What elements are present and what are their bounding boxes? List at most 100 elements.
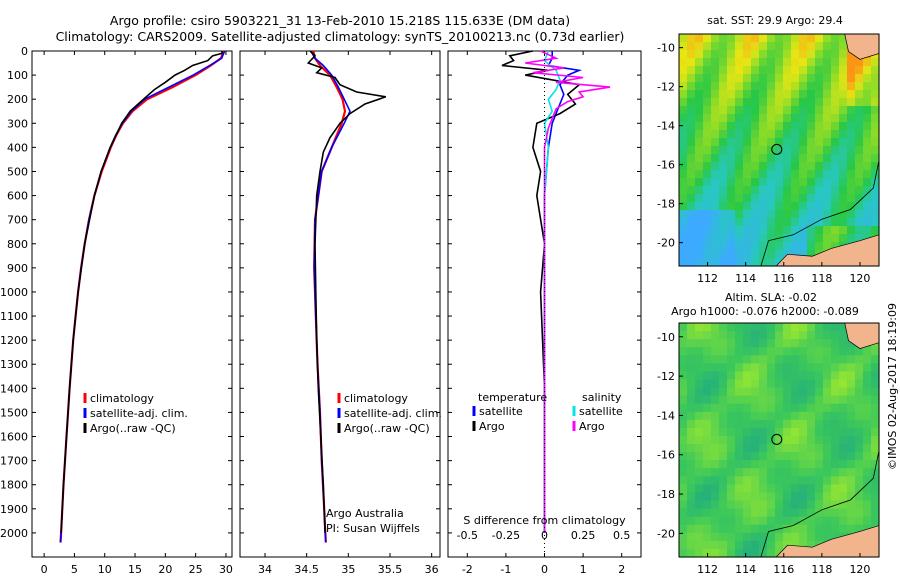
map-cell <box>727 347 736 356</box>
map-cell <box>799 106 808 115</box>
map-cell <box>791 403 800 413</box>
map-cell <box>735 210 744 219</box>
map-cell <box>791 476 800 485</box>
map-cell <box>855 146 864 155</box>
map-cell <box>791 532 800 542</box>
map-cell <box>711 403 720 413</box>
map-cell <box>815 452 824 461</box>
map-cell <box>679 130 688 139</box>
map-cell <box>727 106 736 115</box>
map-cell <box>831 419 840 429</box>
map-cell <box>775 436 784 445</box>
map-cell <box>791 427 800 437</box>
map-cell <box>831 218 840 227</box>
map-cell <box>871 347 880 356</box>
map-cell <box>695 106 704 115</box>
map-cell <box>799 74 808 83</box>
map-cell <box>871 98 880 107</box>
map-cell <box>679 387 688 397</box>
legend-title-temperature: temperature <box>478 391 547 404</box>
map-cell <box>775 250 784 259</box>
map-cell <box>759 524 768 534</box>
map-cell <box>799 371 808 381</box>
map-cell <box>807 178 816 187</box>
map-cell <box>759 379 768 389</box>
map-cell <box>735 452 744 461</box>
map-cell <box>855 524 864 534</box>
map-cell <box>871 476 880 485</box>
map-cell <box>839 210 848 219</box>
map-cell <box>735 226 744 235</box>
map-cell <box>719 339 728 348</box>
map-cell <box>807 226 816 235</box>
map-cell <box>695 242 704 251</box>
map-cell <box>839 226 848 235</box>
map-cell <box>767 194 776 203</box>
map-cell <box>695 548 704 558</box>
map-cell <box>687 371 696 381</box>
map-cell <box>735 50 744 59</box>
map-cell <box>695 411 704 421</box>
map-cell <box>703 154 712 163</box>
map-cell <box>687 106 696 115</box>
map-x-tick-label: 114 <box>735 272 756 285</box>
map-cell <box>759 363 768 372</box>
map-cell <box>703 532 712 542</box>
map-cell <box>687 114 696 123</box>
map-cell <box>815 242 824 251</box>
map-cell <box>863 371 872 381</box>
map-cell <box>799 34 808 43</box>
map-cell <box>839 106 848 115</box>
map-cell <box>703 403 712 413</box>
map-cell <box>783 178 792 187</box>
map-cell <box>839 194 848 203</box>
map-cell <box>687 74 696 83</box>
map-cell <box>775 146 784 155</box>
map-cell <box>719 34 728 43</box>
map-cell <box>783 90 792 99</box>
map-cell <box>719 436 728 445</box>
map-cell <box>839 146 848 155</box>
legend-label: satellite <box>479 405 523 418</box>
map-cell <box>823 500 832 510</box>
map-cell <box>863 387 872 397</box>
map-cell <box>727 516 736 526</box>
map-cell <box>735 258 744 267</box>
map-cell <box>767 34 776 43</box>
map-cell <box>703 130 712 139</box>
map-cell <box>727 403 736 413</box>
map-cell <box>687 379 696 389</box>
map-cell <box>767 122 776 131</box>
map-cell <box>751 419 760 429</box>
map-cell <box>759 419 768 429</box>
map-cell <box>735 106 744 115</box>
map-cell <box>719 548 728 558</box>
map-cell <box>703 226 712 235</box>
map-cell <box>703 234 712 243</box>
map-cell <box>823 98 832 107</box>
map-cell <box>759 162 768 171</box>
map-cell <box>743 146 752 155</box>
map-cell <box>711 50 720 59</box>
map-cell <box>759 331 768 340</box>
y-tick-label: 1400 <box>0 382 28 395</box>
map-cell <box>679 500 688 510</box>
map-cell <box>807 339 816 348</box>
map-cell <box>679 476 688 485</box>
map-cell <box>719 210 728 219</box>
map-cell <box>711 371 720 381</box>
map-cell <box>751 411 760 421</box>
map-cell <box>735 218 744 227</box>
map-cell <box>791 202 800 211</box>
map-cell <box>783 331 792 340</box>
map-cell <box>751 427 760 437</box>
map-cell <box>727 122 736 131</box>
map-cell <box>783 186 792 195</box>
map-cell <box>791 74 800 83</box>
map-cell <box>703 146 712 155</box>
map-cell <box>703 162 712 171</box>
map-cell <box>855 194 864 203</box>
map-y-tick-label: -12 <box>657 81 675 94</box>
map-cell <box>863 146 872 155</box>
map-cell <box>839 323 848 332</box>
